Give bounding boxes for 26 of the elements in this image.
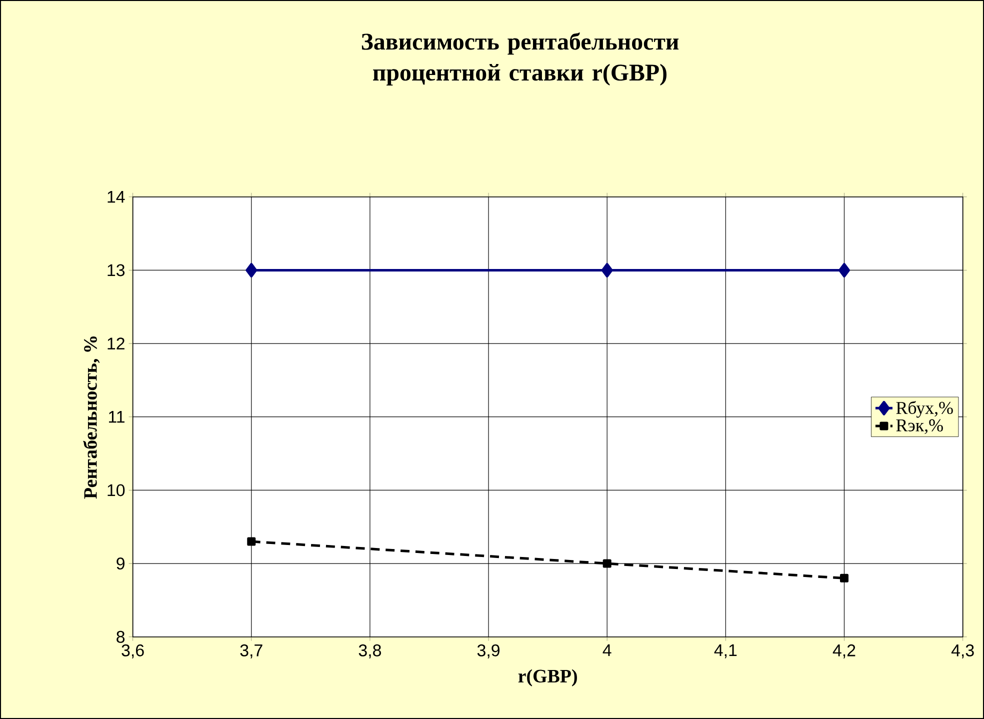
y-tick-label: 10 bbox=[108, 484, 125, 496]
point bbox=[838, 262, 850, 278]
x-tick-label: 3,7 bbox=[240, 644, 262, 658]
x-tick-label: 3,8 bbox=[358, 644, 381, 658]
legend-label: Rбух,% bbox=[896, 400, 953, 418]
point bbox=[247, 537, 256, 546]
y-tick-label: 13 bbox=[108, 264, 125, 276]
point bbox=[840, 574, 848, 582]
chart-title: Зависимость рентабельности процентной ставки r(GBP) bbox=[362, 32, 679, 86]
x-tick-label: 4 bbox=[602, 644, 612, 656]
point bbox=[602, 559, 612, 568]
x-tick-label: 3,6 bbox=[122, 644, 144, 658]
x-tick-label: 4,2 bbox=[832, 644, 856, 658]
x-tick-label: 4,1 bbox=[714, 644, 737, 658]
y-tick-label: 8 bbox=[116, 630, 125, 643]
y-tick-label: 11 bbox=[109, 411, 124, 423]
y-tick-label: 12 bbox=[108, 338, 124, 350]
x-tick-label: 3,9 bbox=[477, 644, 500, 658]
x-axis-title: r(GBP) bbox=[518, 669, 577, 686]
x-tick-label: 4,3 bbox=[951, 644, 974, 658]
y-tick-label: 9 bbox=[116, 558, 124, 570]
point bbox=[601, 262, 613, 278]
point bbox=[246, 262, 258, 278]
legend-label: Rэк,% bbox=[896, 419, 943, 434]
y-axis-title: Рентабельность, % bbox=[83, 336, 100, 499]
y-tick-label: 14 bbox=[108, 191, 125, 203]
